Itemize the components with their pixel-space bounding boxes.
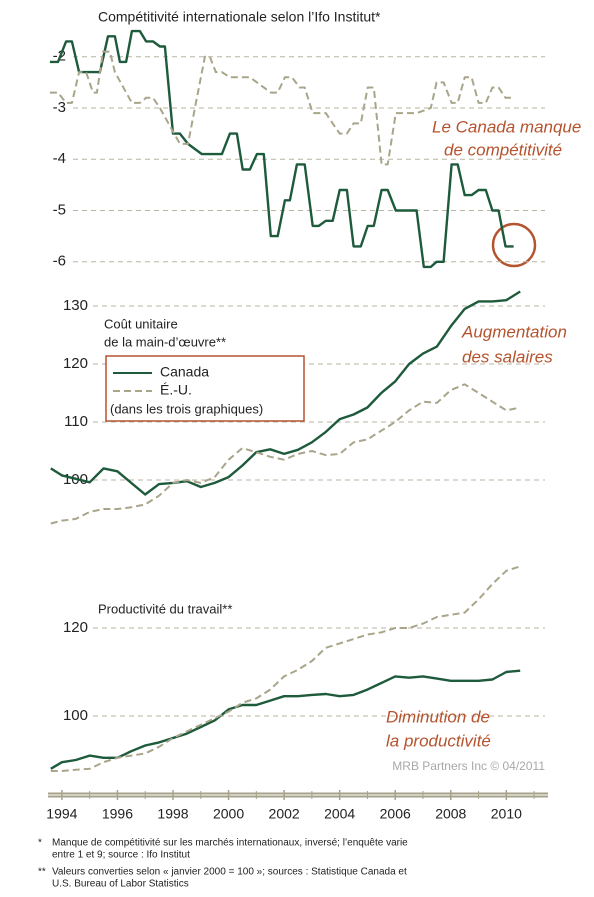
series-line — [50, 290, 521, 496]
series-line — [49, 50, 514, 166]
annotation: de compétitivité — [444, 140, 562, 159]
chart-title: Productivité du travail** — [98, 601, 232, 616]
x-tick-label: 2008 — [435, 806, 466, 822]
series-line — [50, 565, 521, 772]
y-tick-label: 120 — [63, 355, 88, 372]
legend-note: (dans les trois graphiques) — [110, 401, 263, 416]
series-line — [50, 669, 521, 770]
legend-label: É.-U. — [160, 382, 192, 398]
footnote: Valeurs converties selon « janvier 2000 … — [52, 867, 407, 878]
series-line — [49, 29, 514, 269]
footnote: U.S. Bureau of Labor Statistics — [52, 879, 189, 890]
chart-title: de la main-d’œuvre** — [104, 334, 226, 349]
annotation: Augmentation — [461, 322, 567, 341]
annotation: Le Canada manque — [432, 117, 581, 136]
y-tick-label: -5 — [53, 201, 66, 218]
x-tick-label: 2010 — [491, 806, 522, 822]
x-tick-label: 1998 — [157, 806, 188, 822]
annotation: Diminution de — [386, 707, 490, 726]
x-tick-label: 1996 — [102, 806, 133, 822]
y-tick-label: -6 — [53, 253, 66, 270]
chart-title: Coût unitaire — [104, 316, 178, 331]
y-tick-label: -4 — [53, 150, 66, 167]
legend-label: Canada — [160, 364, 209, 380]
source: MRB Partners Inc © 04/2011 — [392, 759, 545, 773]
annotation: la productivité — [386, 731, 491, 750]
footnote: entre 1 et 9; source : Ifo Institut — [52, 850, 190, 861]
footnote-marker: ** — [38, 867, 46, 878]
y-tick-label: -3 — [53, 99, 66, 116]
legend-box — [105, 355, 305, 422]
series-line — [50, 383, 521, 525]
x-tick-label: 2004 — [324, 806, 355, 822]
chart-title: Compétitivité internationale selon l’Ifo… — [98, 9, 381, 25]
y-tick-label: 110 — [64, 413, 88, 430]
y-tick-label: 120 — [63, 619, 88, 636]
footnote: Manque de compétitivité sur les marchés … — [52, 838, 408, 849]
x-tick-label: 2000 — [213, 806, 244, 822]
y-tick-label: 100 — [63, 707, 88, 724]
footnote-marker: * — [38, 838, 42, 849]
x-tick-label: 2006 — [380, 806, 411, 822]
highlight-circle — [491, 222, 537, 268]
x-tick-label: 1994 — [46, 806, 77, 822]
y-tick-label: 130 — [63, 297, 88, 314]
annotation: des salaires — [462, 347, 553, 366]
x-tick-label: 2002 — [269, 806, 300, 822]
